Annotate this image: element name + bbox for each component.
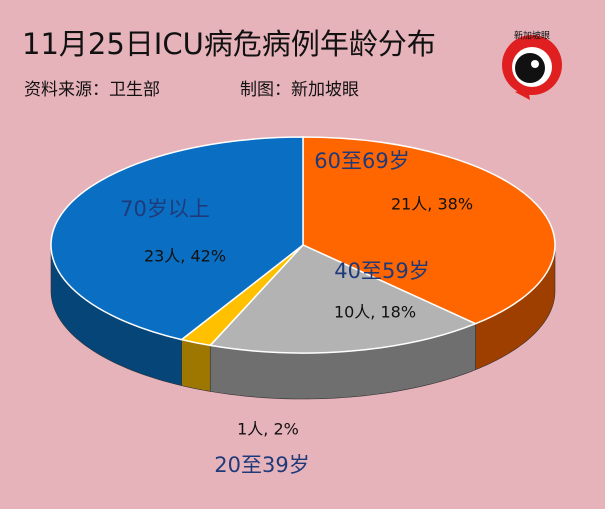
value-label: 21人, 38%	[391, 195, 473, 214]
category-label: 70岁以上	[120, 197, 210, 221]
slice	[50, 136, 304, 341]
logo-tail	[515, 88, 530, 100]
value-label: 23人, 42%	[144, 247, 226, 266]
source: 资料来源：卫生部	[24, 80, 160, 100]
logo-glint	[531, 60, 539, 68]
value-label: 10人, 18%	[334, 303, 416, 322]
slice	[302, 136, 556, 325]
category-label: 20至39岁	[214, 453, 309, 477]
logo-eye	[515, 53, 545, 83]
category-label: 60至69岁	[314, 149, 409, 173]
value-label: 1人, 2%	[237, 420, 299, 439]
credit: 制图：新加坡眼	[240, 80, 359, 100]
category-label: 40至59岁	[334, 259, 429, 283]
logo: 新加坡眼	[502, 30, 562, 100]
slice	[208, 244, 478, 354]
slice-side	[181, 339, 211, 392]
logo-text: 新加坡眼	[514, 30, 550, 42]
chart-title: 11月25日ICU病危病例年龄分布	[22, 27, 436, 61]
